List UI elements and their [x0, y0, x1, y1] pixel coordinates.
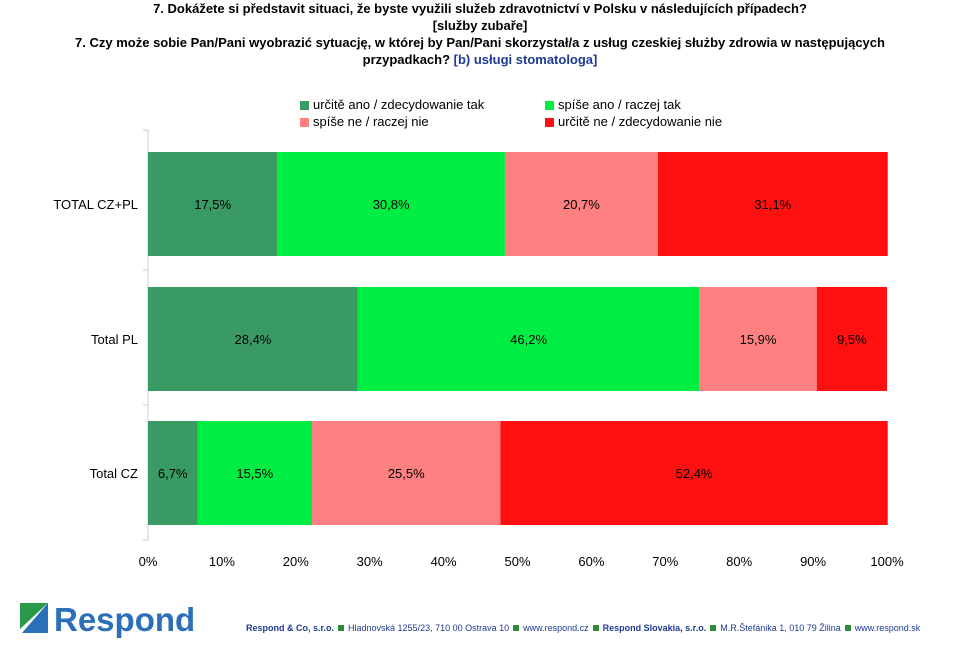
legend-swatch	[300, 118, 309, 127]
legend-item: určitě ano / zdecydowanie tak	[300, 96, 484, 113]
legend-item: spíše ne / raczej nie	[300, 113, 429, 130]
title-line-3: 7. Czy może sobie Pan/Pani wyobrazić syt…	[75, 35, 885, 50]
data-label: 15,5%	[236, 466, 273, 481]
category-label: Total PL	[91, 332, 138, 347]
x-tick-label: 10%	[209, 554, 235, 569]
data-label: 31,1%	[754, 197, 791, 212]
data-label: 52,4%	[676, 466, 713, 481]
bar-segment	[357, 287, 700, 391]
address-1: Hladnovská 1255/23, 710 00 Ostrava 10	[348, 623, 510, 633]
x-tick-label: 30%	[357, 554, 383, 569]
x-tick-label: 0%	[139, 554, 158, 569]
stacked-bar-chart: 17,5% 30,8% 20,7% 31,1% TOTAL CZ+PL 28,4% 46,2…	[53, 129, 904, 569]
title-line-2: [služby zubaře]	[432, 18, 528, 33]
bullet-square-icon	[844, 625, 851, 631]
bullet-square-icon	[513, 625, 520, 631]
company-1: Respond & Co, s.r.o.	[246, 623, 335, 633]
logo-text: Respond	[54, 601, 195, 638]
legend-swatch	[545, 118, 554, 127]
company-2: Respond Slovakia, s.r.o.	[602, 623, 707, 633]
legend-item: spíše ano / raczej tak	[545, 96, 681, 113]
title-line-4-main: przypadkach?	[362, 52, 454, 67]
footer-contacts: Respond & Co, s.r.o. Hladnovská 1255/23, …	[246, 623, 920, 633]
x-tick-label: 40%	[431, 554, 457, 569]
logo-mark-blue	[22, 603, 48, 633]
data-label: 46,2%	[510, 332, 547, 347]
data-label: 17,5%	[194, 197, 231, 212]
x-tick-label: 80%	[726, 554, 752, 569]
legend-label: určitě ano / zdecydowanie tak	[313, 97, 485, 112]
data-label: 9,5%	[837, 332, 867, 347]
bullet-square-icon	[710, 625, 717, 631]
x-tick-label: 60%	[578, 554, 604, 569]
bar-segment	[504, 152, 658, 256]
data-label: 20,7%	[563, 197, 600, 212]
data-label: 28,4%	[235, 332, 272, 347]
title-line-4-highlight: [b) usługi stomatologa]	[453, 52, 598, 67]
data-label: 30,8%	[373, 197, 410, 212]
bullet-square-icon	[338, 625, 345, 631]
x-tick-label: 100%	[870, 554, 904, 569]
bar-segment	[500, 421, 888, 525]
bar-segment	[148, 152, 278, 256]
bar-segment	[197, 421, 313, 525]
legend-label: spíše ne / raczej nie	[313, 114, 429, 129]
bar-segment	[816, 287, 887, 391]
legend-label: spíše ano / raczej tak	[558, 97, 681, 112]
data-label: 6,7%	[158, 466, 188, 481]
legend-label: určitě ne / zdecydowanie nie	[558, 114, 723, 129]
x-tick-label: 20%	[283, 554, 309, 569]
bar-segment	[148, 287, 358, 391]
category-label: TOTAL CZ+PL	[53, 197, 138, 212]
legend-swatch	[545, 101, 554, 110]
title-line-4: przypadkach? [b) usługi stomatologa]	[0, 51, 960, 68]
x-tick-label: 70%	[652, 554, 678, 569]
bar-segment	[277, 152, 505, 256]
category-label: Total CZ	[90, 466, 138, 481]
bullet-square-icon	[592, 625, 599, 631]
bar-segment	[657, 152, 888, 256]
respond-logo: Respond	[20, 601, 195, 638]
x-tick-label: 50%	[504, 554, 530, 569]
logo-mark-green	[20, 603, 48, 629]
data-label: 25,5%	[388, 466, 425, 481]
x-tick-label: 90%	[800, 554, 826, 569]
legend-item: určitě ne / zdecydowanie nie	[545, 113, 722, 130]
address-2: M.R.Štefánika 1, 010 79 Žilina	[720, 623, 841, 633]
title-line-1: 7. Dokážete si představit situaci, že by…	[153, 1, 807, 16]
bar-segment	[699, 287, 817, 391]
footer: Respond Respond & Co, s.r.o. Hladnovská 1…	[0, 595, 960, 646]
data-label: 15,9%	[740, 332, 777, 347]
web-link-1[interactable]: www.respond.cz	[523, 623, 589, 633]
web-link-2[interactable]: www.respond.sk	[854, 623, 921, 633]
bar-segment	[312, 421, 501, 525]
legend-swatch	[300, 101, 309, 110]
chart-title: 7. Dokážete si představit situaci, že by…	[0, 0, 960, 68]
bar-segment	[148, 421, 198, 525]
